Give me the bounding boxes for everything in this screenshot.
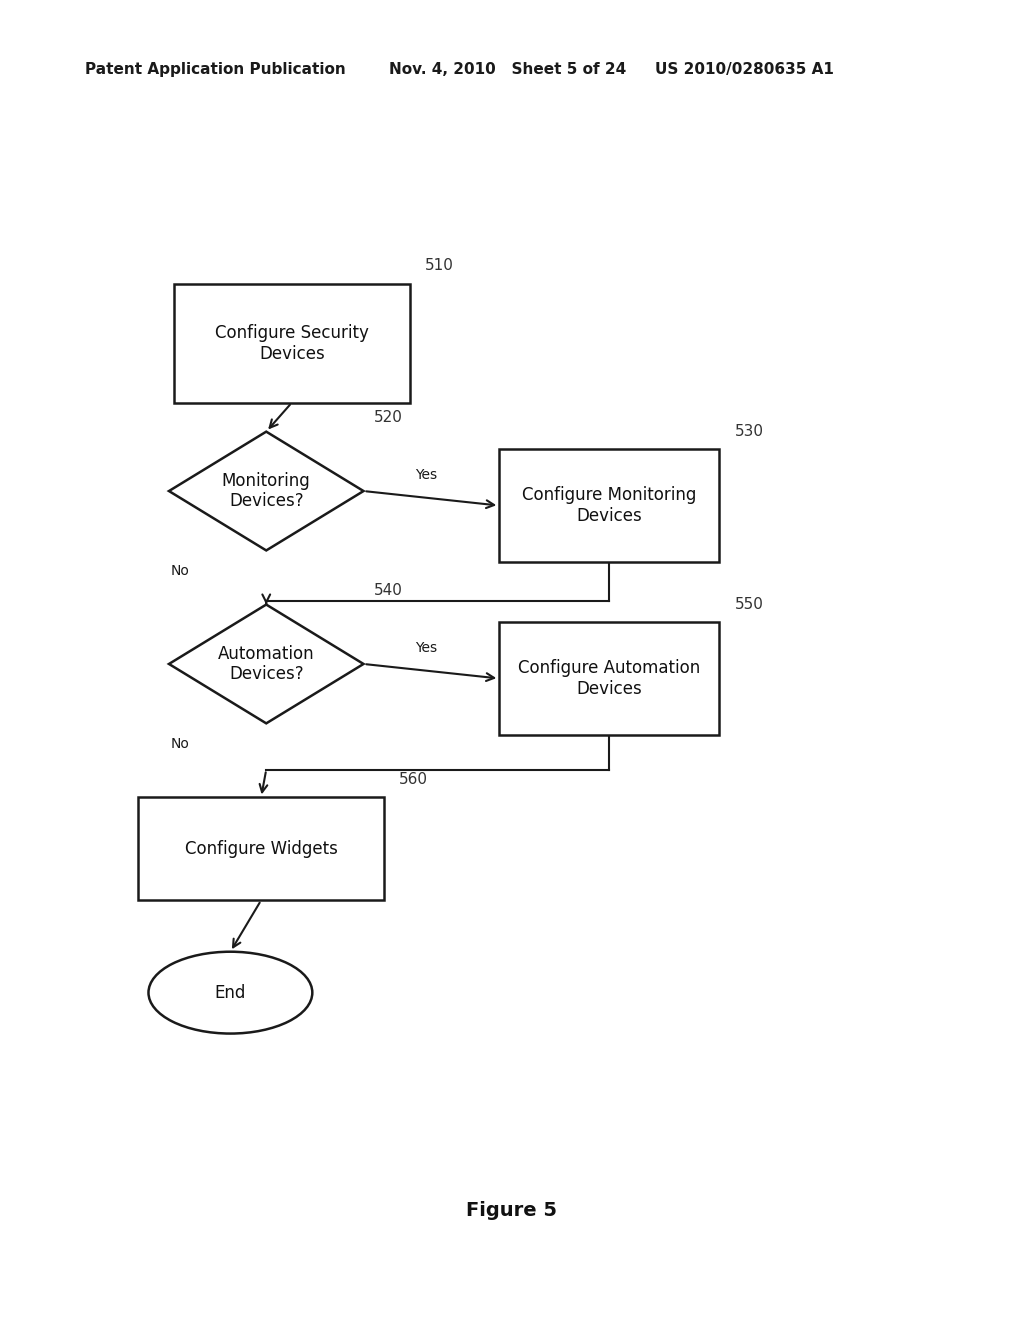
Text: US 2010/0280635 A1: US 2010/0280635 A1 — [655, 62, 835, 78]
Text: 550: 550 — [735, 597, 764, 612]
Text: Figure 5: Figure 5 — [467, 1201, 557, 1220]
Bar — [138, 797, 384, 900]
Text: Automation
Devices?: Automation Devices? — [218, 644, 314, 684]
Polygon shape — [169, 605, 364, 723]
Text: Nov. 4, 2010   Sheet 5 of 24: Nov. 4, 2010 Sheet 5 of 24 — [389, 62, 627, 78]
Text: 510: 510 — [425, 259, 454, 273]
Text: Configure Monitoring
Devices: Configure Monitoring Devices — [522, 486, 696, 525]
Text: Configure Security
Devices: Configure Security Devices — [215, 323, 369, 363]
Ellipse shape — [148, 952, 312, 1034]
Text: Monitoring
Devices?: Monitoring Devices? — [222, 471, 310, 511]
Text: No: No — [171, 564, 189, 578]
Text: Patent Application Publication: Patent Application Publication — [85, 62, 346, 78]
Text: 560: 560 — [399, 772, 428, 787]
Text: 530: 530 — [735, 424, 764, 438]
Polygon shape — [169, 432, 364, 550]
Text: 540: 540 — [374, 583, 402, 598]
Bar — [174, 284, 410, 403]
Text: 520: 520 — [374, 411, 402, 425]
Text: End: End — [215, 983, 246, 1002]
Text: No: No — [171, 737, 189, 751]
Text: Yes: Yes — [415, 642, 437, 655]
Bar — [500, 449, 719, 562]
Bar — [500, 623, 719, 734]
Text: Yes: Yes — [415, 469, 437, 482]
Text: Configure Widgets: Configure Widgets — [184, 840, 338, 858]
Text: Configure Automation
Devices: Configure Automation Devices — [518, 659, 700, 698]
